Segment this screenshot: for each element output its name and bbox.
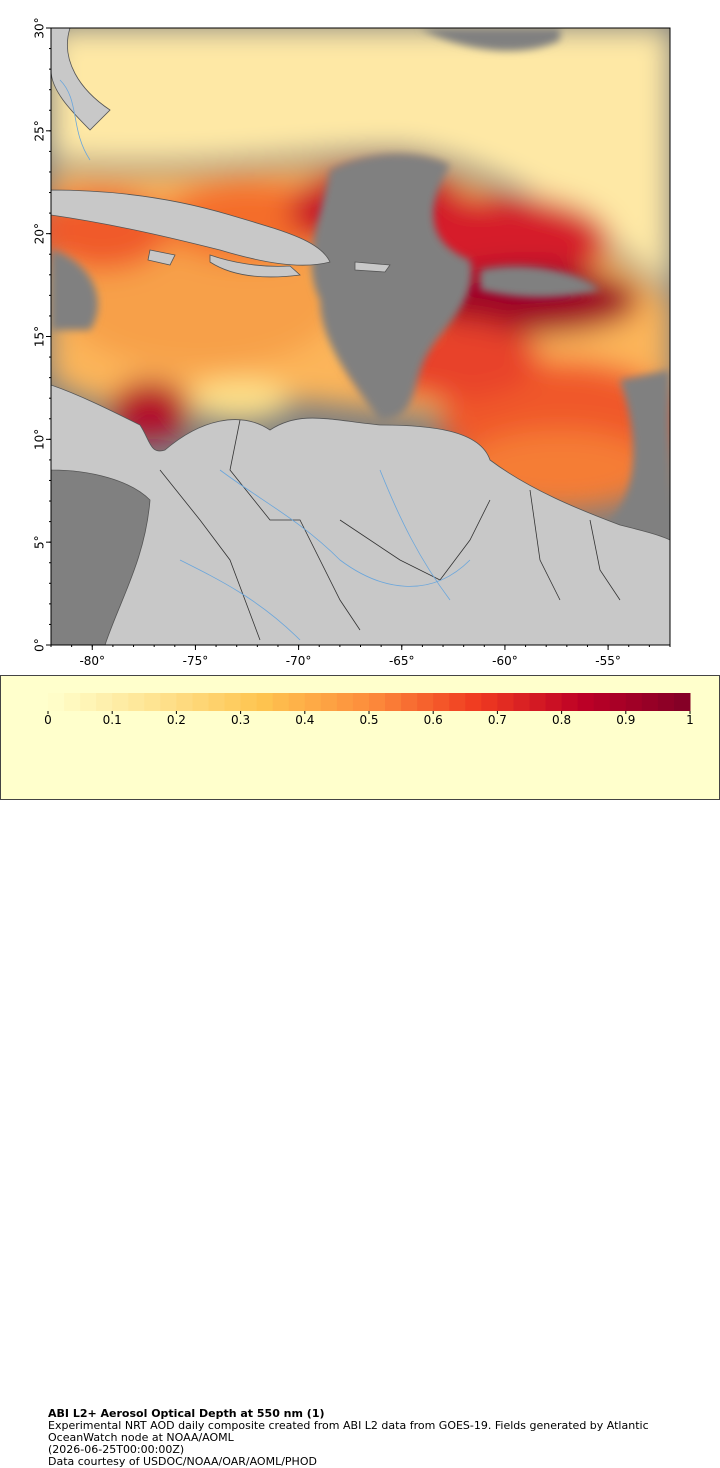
x-tick-label: -70°	[286, 654, 312, 668]
colorbar-step	[657, 693, 675, 711]
colorbar-step	[497, 693, 514, 711]
y-tick-label: 25°	[33, 120, 47, 141]
colorbar-step	[417, 693, 434, 711]
caption-description: Experimental NRT AOD daily composite cre…	[48, 1419, 649, 1444]
colorbar-tick-label: 0.2	[167, 713, 186, 726]
map: -80° -75° -70° -65° -60° -55° 0° 5° 10° 15° 20° 25°…	[33, 17, 671, 668]
colorbar-step	[625, 693, 643, 711]
y-tick-label: 30°	[33, 17, 47, 38]
colorbar-step	[577, 693, 595, 711]
colorbar-tick-label: 0.3	[231, 713, 250, 726]
colorbar-step	[272, 693, 290, 711]
colorbar-step	[144, 693, 161, 711]
colorbar-step	[529, 693, 547, 711]
colorbar-step	[336, 693, 354, 711]
colorbar-step	[96, 693, 113, 711]
colorbar-step	[641, 693, 659, 711]
colorbar-step	[176, 693, 193, 711]
colorbar-step	[433, 693, 450, 711]
map-area	[51, 28, 670, 645]
axis-ticks: -80° -75° -70° -65° -60° -55° 0° 5° 10° 15° 20° 25°…	[33, 17, 671, 668]
colorbar-step	[513, 693, 530, 711]
caption: ABI L2+ Aerosol Optical Depth at 550 nm …	[48, 1408, 688, 1468]
colorbar-step	[240, 693, 258, 711]
colorbar-step	[304, 693, 322, 711]
land	[51, 28, 670, 645]
colorbar-step	[288, 693, 306, 711]
colorbar-tick-label: 0	[44, 713, 52, 726]
x-tick-label: -55°	[595, 654, 621, 668]
borders	[159, 419, 621, 641]
colorbar-tick-label: 0.6	[424, 713, 443, 726]
colorbar-step	[256, 693, 274, 711]
colorbar-step	[385, 693, 402, 711]
y-tick-label: 15°	[33, 326, 47, 347]
rivers	[59, 79, 471, 641]
colorbar-tick-label: 0.5	[359, 713, 378, 726]
x-tick-label: -75°	[183, 654, 209, 668]
colorbar-step	[449, 693, 466, 711]
colorbar-step	[593, 693, 611, 711]
colorbar-step	[208, 693, 226, 711]
x-tick-label: -65°	[389, 654, 415, 668]
y-tick-label: 5°	[33, 535, 47, 549]
colorbar-step	[545, 693, 563, 711]
colorbar-step	[609, 693, 627, 711]
colorbar-tick-label: 0.1	[103, 713, 122, 726]
colorbar-tick-label: 1	[686, 713, 694, 726]
colorbar-step	[112, 693, 129, 711]
colorbar-step	[352, 693, 370, 711]
y-tick-label: 20°	[33, 223, 47, 244]
colorbar-step	[64, 693, 81, 711]
colorbar-tick-label: 0.7	[488, 713, 507, 726]
y-tick-label: 10°	[33, 429, 47, 450]
colorbar-step	[160, 693, 177, 711]
colorbar-step	[673, 693, 691, 711]
colorbar-tick-label: 0.4	[295, 713, 314, 726]
colorbar-step	[465, 693, 482, 711]
caption-credit: Data courtesy of USDOC/NOAA/OAR/AOML/PHO…	[48, 1455, 317, 1468]
x-tick-label: -80°	[79, 654, 105, 668]
colorbar-tick-label: 0.8	[552, 713, 571, 726]
colorbar-step	[192, 693, 209, 711]
legend-panel: 0 0.1 0.2 0.3 0.4 0.5 0.6 0.7 0.8 0.9 1 ABI L2+ Ae…	[0, 675, 720, 1468]
colorbar-step	[401, 693, 418, 711]
colorbar-tick-label: 0.9	[616, 713, 635, 726]
colorbar: 0 0.1 0.2 0.3 0.4 0.5 0.6 0.7 0.8 0.9 1	[44, 693, 694, 726]
colorbar-step	[224, 693, 242, 711]
colorbar-step	[369, 693, 386, 711]
colorbar-step	[80, 693, 97, 711]
colorbar-step	[320, 693, 338, 711]
colorbar-step	[128, 693, 145, 711]
y-tick-label: 0°	[33, 638, 47, 652]
x-tick-label: -60°	[492, 654, 518, 668]
colorbar-step	[481, 693, 498, 711]
colorbar-step	[48, 693, 65, 711]
colorbar-step	[561, 693, 579, 711]
